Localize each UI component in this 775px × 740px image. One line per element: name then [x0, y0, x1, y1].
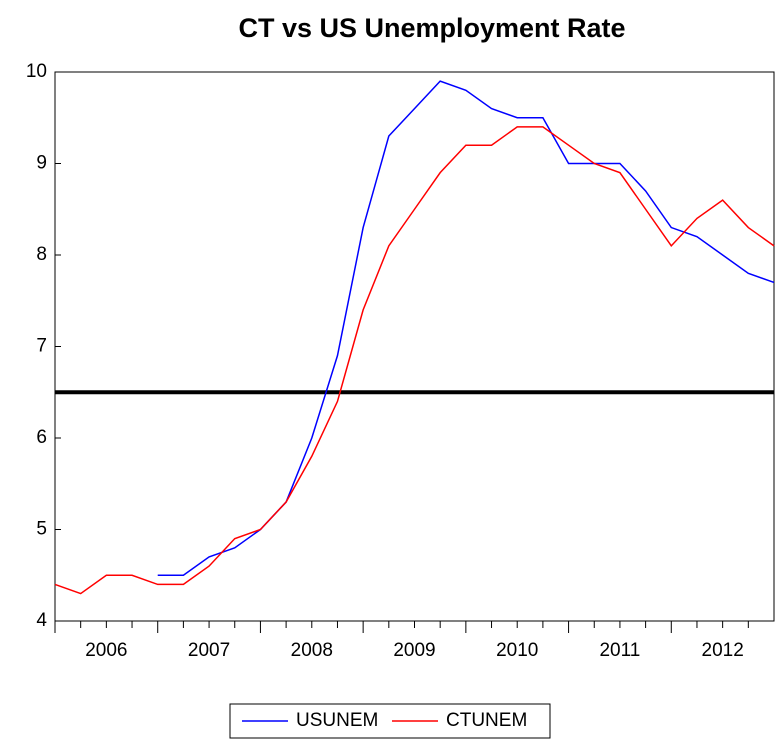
- y-tick-label: 10: [26, 61, 47, 82]
- x-tick-label: 2012: [702, 640, 744, 661]
- y-tick-label: 7: [36, 336, 47, 357]
- y-tick-label: 4: [36, 610, 47, 631]
- x-tick-label: 2009: [393, 640, 435, 661]
- x-tick-label: 2011: [599, 640, 640, 661]
- series-line: [157, 80, 775, 576]
- y-tick-label: 5: [36, 519, 47, 540]
- x-tick-label: 2008: [291, 640, 333, 661]
- y-tick-label: 6: [36, 427, 47, 448]
- y-tick-label: 9: [36, 153, 47, 174]
- x-tick-label: 2006: [85, 640, 127, 661]
- series-line: [54, 126, 775, 595]
- plot-frame: [54, 71, 775, 622]
- chart-title: CT vs US Unemployment Rate: [238, 13, 625, 43]
- y-tick-label: 8: [36, 244, 47, 265]
- x-tick-label: 2010: [496, 640, 538, 661]
- legend-label: CTUNEM: [446, 710, 527, 731]
- x-tick-label: 2007: [188, 640, 230, 661]
- legend-label: USUNEM: [296, 710, 378, 731]
